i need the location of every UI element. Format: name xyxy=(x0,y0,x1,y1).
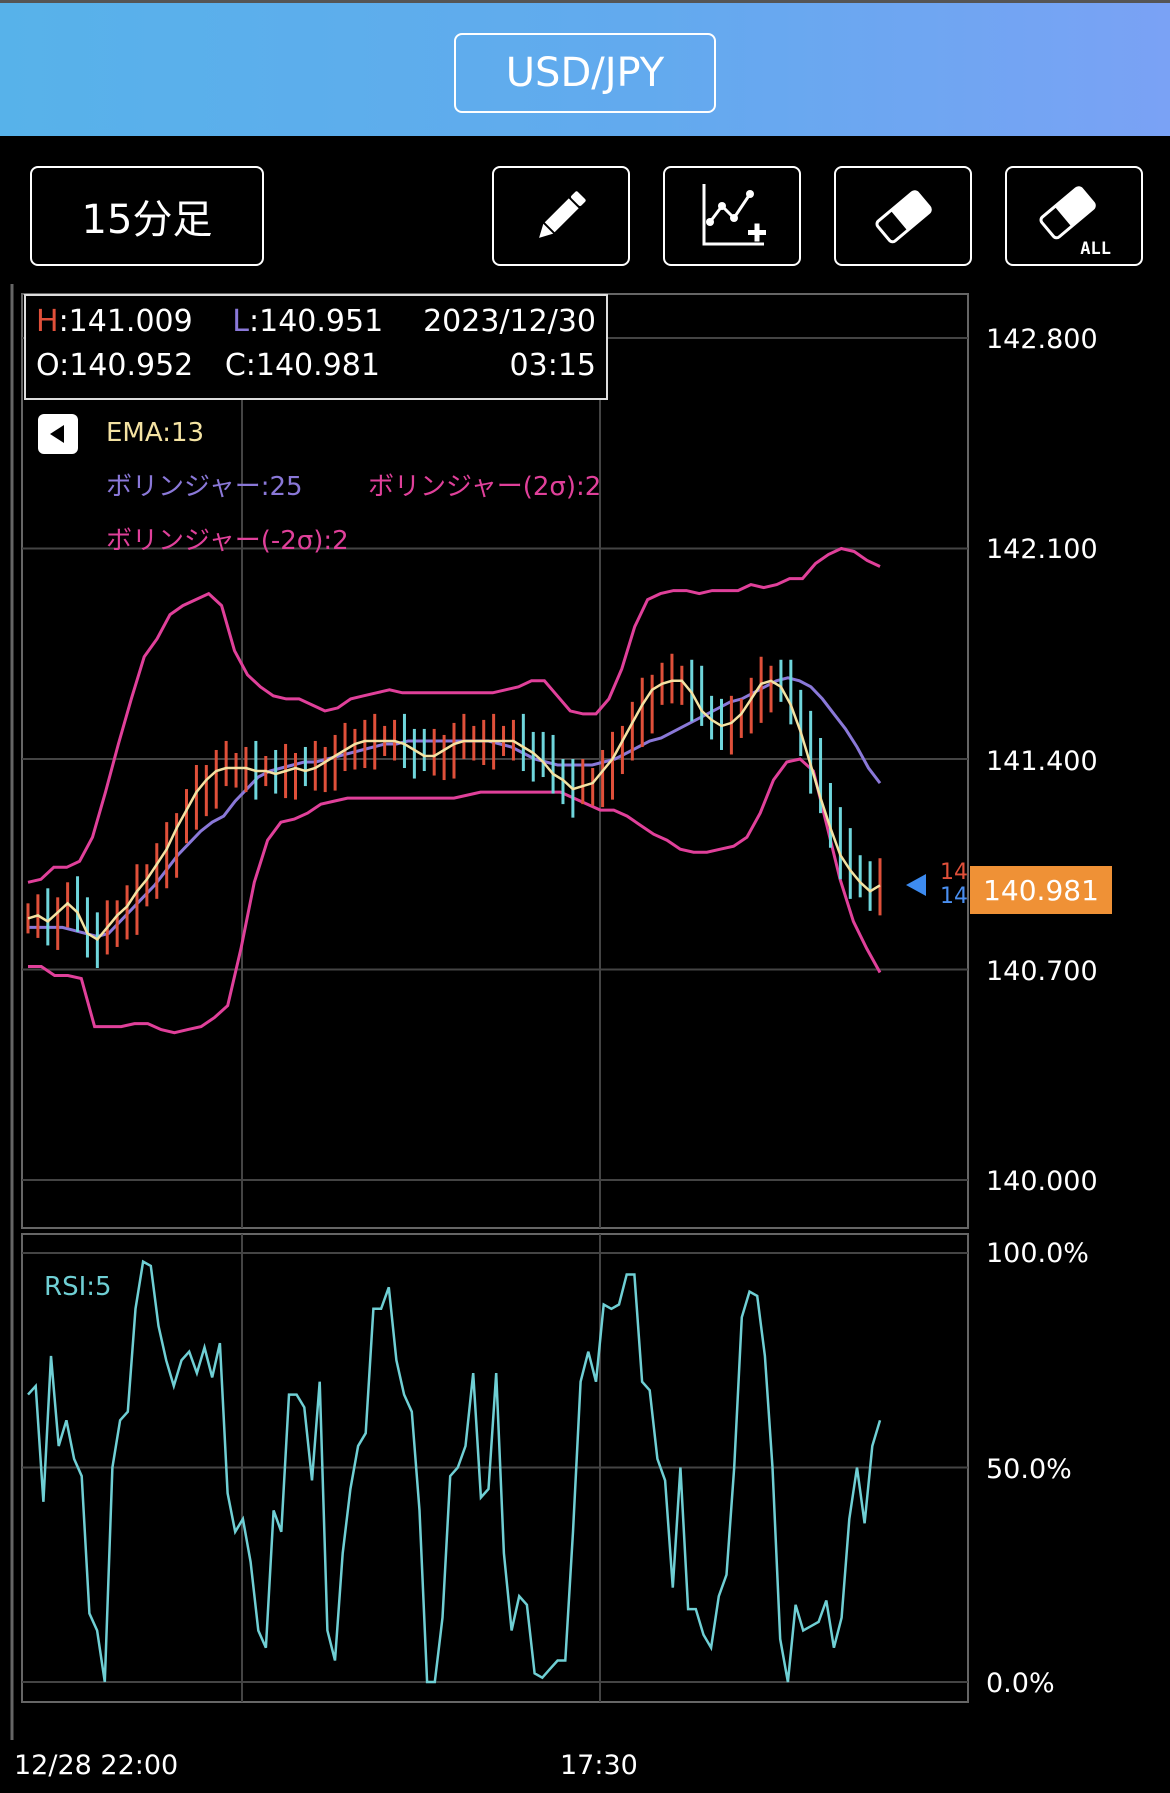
current-price-tag: 140.981 xyxy=(970,866,1112,914)
rsi-axis-label: 0.0% xyxy=(986,1668,1055,1699)
time-axis-label: 17:30 xyxy=(560,1750,638,1781)
legend-rsi: RSI:5 xyxy=(44,1272,112,1302)
timeframe-button[interactable]: 15分足 xyxy=(30,166,264,266)
legend-bollinger-upper: ボリンジャー(2σ):2 xyxy=(368,472,602,502)
time-axis-label: 12/28 22:00 xyxy=(14,1750,179,1781)
open-value: O:140.952 xyxy=(36,348,194,383)
ohlc-info-box: H:141.009 L:140.951 2023/12/30 O:140.952… xyxy=(24,294,608,400)
series-line xyxy=(27,679,881,942)
legend-collapse-button[interactable] xyxy=(38,414,78,454)
price-axis-label: 140.700 xyxy=(986,956,1098,987)
price-axis-label: 142.800 xyxy=(986,324,1098,355)
triangle-left-icon xyxy=(50,425,64,443)
price-axis-label: 142.100 xyxy=(986,534,1098,565)
legend-bollinger-mid: ボリンジャー:25 xyxy=(106,472,303,502)
series-line xyxy=(27,546,881,884)
draw-pencil-button[interactable] xyxy=(492,166,630,266)
high-value: :141.009 xyxy=(58,304,193,339)
ohlc-time: 03:15 xyxy=(509,348,596,383)
app-header: USD/JPY xyxy=(0,0,1170,136)
low-value: :140.951 xyxy=(249,304,384,339)
low-key: L xyxy=(232,304,249,339)
rsi-axis-label: 50.0% xyxy=(986,1454,1072,1485)
eraser-all-icon: ALL xyxy=(1039,186,1111,258)
series-line xyxy=(28,757,882,1035)
price-marker-text: 14 xyxy=(940,884,968,909)
legend-ema: EMA:13 xyxy=(106,418,205,448)
currency-pair-button[interactable]: USD/JPY xyxy=(454,33,716,113)
price-chart[interactable] xyxy=(0,280,1170,1793)
price-axis-label: 141.400 xyxy=(986,746,1098,777)
add-trendline-button[interactable] xyxy=(663,166,801,266)
price-marker-text: 14 xyxy=(940,860,968,885)
close-value: C:140.981 xyxy=(224,348,380,383)
rsi-axis-label: 100.0% xyxy=(986,1238,1089,1269)
eraser-all-label: ALL xyxy=(1080,239,1111,258)
eraser-icon xyxy=(875,190,932,244)
ohlc-date: 2023/12/30 xyxy=(423,304,596,339)
eraser-all-button[interactable]: ALL xyxy=(1005,166,1143,266)
eraser-button[interactable] xyxy=(834,166,972,266)
rsi-line xyxy=(27,1259,882,1684)
add-line-icon xyxy=(702,184,766,246)
current-price-arrow-icon xyxy=(906,874,926,896)
price-axis-label: 140.000 xyxy=(986,1166,1098,1197)
high-key: H xyxy=(36,304,59,339)
legend-bollinger-lower: ボリンジャー(-2σ):2 xyxy=(106,526,349,556)
pencil-icon xyxy=(539,191,586,238)
